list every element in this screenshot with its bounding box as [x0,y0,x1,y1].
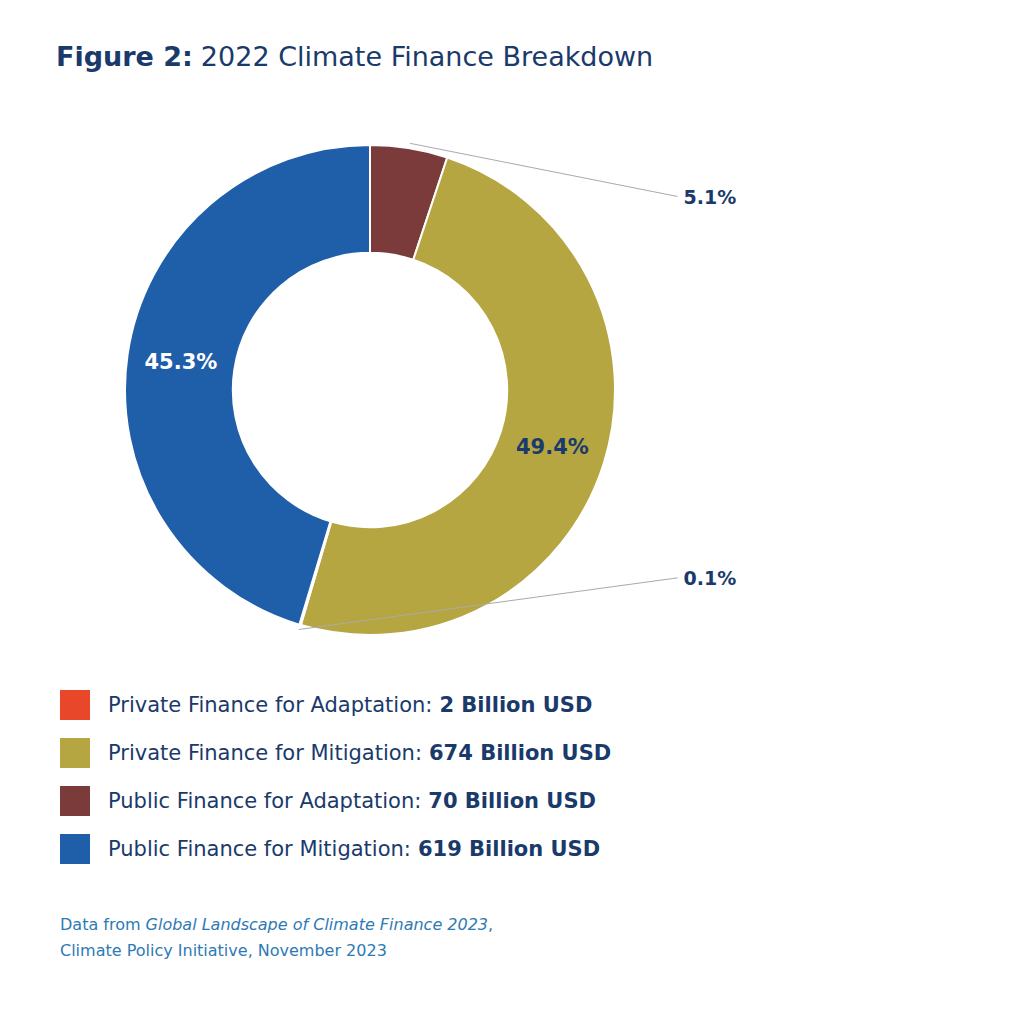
legend-name: Private Finance for Mitigation: [108,741,422,765]
legend-entry: Public Finance for Adaptation: 70 Billion… [108,789,596,813]
source-part: Climate Policy Initiative, November 2023 [60,941,387,960]
wedge [125,145,370,625]
chart: Figure 2: 2022 Climate Finance Breakdown 5… [0,0,1024,1011]
legend-amount: 674 Billion USD [429,741,611,765]
legend-amount: 2 Billion USD [439,693,592,717]
source-part: , [488,915,493,934]
background [0,0,1024,1011]
legend-swatch [60,690,90,720]
title-prefix: Figure 2: [56,41,193,72]
source-part: Global Landscape of Climate Finance 2023 [146,915,489,934]
legend: Private Finance for Adaptation: 2 Billion… [60,690,611,864]
title: Figure 2: 2022 Climate Finance Breakdown [56,41,653,72]
legend-amount: 70 Billion USD [428,789,596,813]
source-line: Climate Policy Initiative, November 2023 [60,941,387,960]
source-part: Data from [60,915,141,934]
leader-line [410,143,678,196]
data-label: 49.4% [516,435,589,459]
title-main: 2022 Climate Finance Breakdown [201,41,653,72]
legend-entry: Private Finance for Adaptation: 2 Billion… [108,693,592,717]
legend-amount: 619 Billion USD [418,837,600,861]
legend-swatch [60,834,90,864]
wedges [125,145,615,635]
leader-line [299,578,678,630]
legend-swatch [60,738,90,768]
data-labels: 5.1% 49.4% 0.1% 45.3% [145,143,737,629]
legend-name: Public Finance for Adaptation: [108,789,421,813]
source-line: Data from Global Landscape of Climate Fin… [60,915,493,934]
legend-entry: Public Finance for Mitigation: 619 Billio… [108,837,600,861]
legend-entry: Private Finance for Mitigation: 674 Billi… [108,741,611,765]
source: Data from Global Landscape of Climate Fin… [60,915,493,960]
legend-name: Private Finance for Adaptation: [108,693,432,717]
data-label: 0.1% [684,567,737,589]
data-label: 45.3% [145,350,218,374]
legend-swatch [60,786,90,816]
legend-name: Public Finance for Mitigation: [108,837,411,861]
data-label: 5.1% [684,186,737,208]
